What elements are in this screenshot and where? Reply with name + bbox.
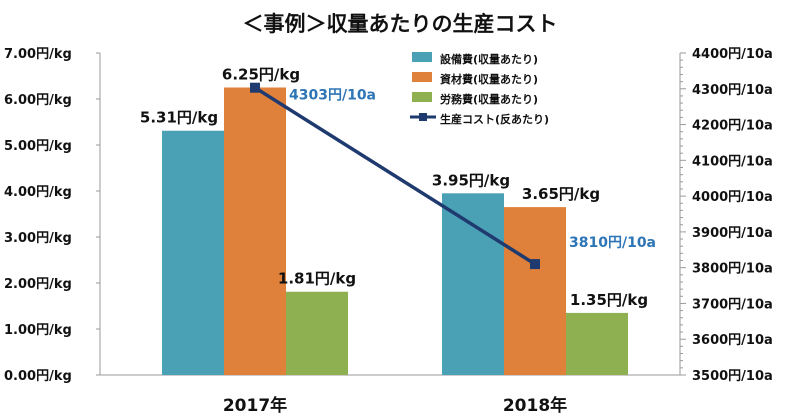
y-right-tick-label: 3500円/10a bbox=[692, 369, 773, 384]
legend-line-marker bbox=[419, 113, 427, 121]
bars bbox=[162, 87, 628, 375]
legend: 設備費(収量あたり) 資材費(収量あたり) 労務費(収量あたり) 生産コスト(反あたり… bbox=[410, 52, 549, 126]
x-tick-label: 2017年 bbox=[223, 395, 287, 416]
bar-0-1 bbox=[224, 87, 286, 375]
line-data-label: 3810円/10a bbox=[569, 235, 656, 251]
legend-label: 資材費(収量あたり) bbox=[440, 72, 538, 86]
axes: 0.00円/kg 1.00円/kg 2.00円/kg 3.00円/kg 4.00円/kg… bbox=[4, 47, 773, 416]
y-left-tick-label: 6.00円/kg bbox=[4, 93, 72, 108]
y-left-tick-label: 1.00円/kg bbox=[4, 323, 72, 338]
chart-title: ＜事例＞収量あたりの生産コスト bbox=[243, 12, 558, 36]
y-right-tick-label: 4300円/10a bbox=[692, 83, 773, 98]
y-right-tick-label: 4400円/10a bbox=[692, 47, 773, 62]
bar-1-1 bbox=[504, 207, 566, 375]
bar-data-label: 1.35円/kg bbox=[570, 291, 648, 309]
bar-data-label: 3.65円/kg bbox=[522, 185, 600, 203]
bar-0-2 bbox=[286, 291, 348, 375]
bar-1-2 bbox=[566, 312, 628, 375]
y-right-tick-label: 3700円/10a bbox=[692, 297, 773, 312]
data-labels: 5.31円/kg 6.25円/kg 1.81円/kg 3.95円/kg 3.65円/kg… bbox=[140, 66, 656, 309]
bar-data-label: 6.25円/kg bbox=[222, 66, 300, 84]
y-left-tick-label: 7.00円/kg bbox=[4, 47, 72, 62]
legend-label: 労務費(収量あたり) bbox=[440, 92, 538, 106]
bar-data-label: 3.95円/kg bbox=[432, 171, 510, 189]
legend-swatch-0 bbox=[412, 52, 432, 62]
y-left-tick-label: 2.00円/kg bbox=[4, 277, 72, 292]
bar-data-label: 5.31円/kg bbox=[140, 109, 218, 127]
line-point-1 bbox=[530, 259, 540, 270]
line-series bbox=[250, 82, 540, 270]
y-left-tick-label: 4.00円/kg bbox=[4, 185, 72, 200]
line-data-label: 4303円/10a bbox=[289, 88, 376, 104]
legend-label: 生産コスト(反あたり) bbox=[440, 112, 549, 126]
x-tick-label: 2018年 bbox=[503, 395, 567, 416]
y-left-tick-label: 5.00円/kg bbox=[4, 139, 72, 154]
line-point-0 bbox=[250, 82, 260, 93]
legend-swatch-1 bbox=[412, 72, 432, 82]
bar-1-0 bbox=[442, 193, 504, 375]
y-right-tick-label: 3600円/10a bbox=[692, 333, 773, 348]
legend-label: 設備費(収量あたり) bbox=[440, 52, 538, 66]
y-right-tick-label: 3800円/10a bbox=[692, 262, 773, 277]
bar-data-label: 1.81円/kg bbox=[278, 270, 356, 288]
y-left-tick-label: 0.00円/kg bbox=[4, 369, 72, 384]
bar-0-0 bbox=[162, 130, 224, 375]
line-series-path bbox=[254, 86, 536, 266]
y-left-tick-label: 3.00円/kg bbox=[4, 231, 72, 246]
y-right-tick-label: 3900円/10a bbox=[692, 226, 773, 241]
y-right-tick-label: 4100円/10a bbox=[692, 154, 773, 169]
y-right-tick-label: 4000円/10a bbox=[692, 190, 773, 205]
legend-swatch-2 bbox=[412, 92, 432, 102]
y-right-tick-label: 4200円/10a bbox=[692, 119, 773, 134]
